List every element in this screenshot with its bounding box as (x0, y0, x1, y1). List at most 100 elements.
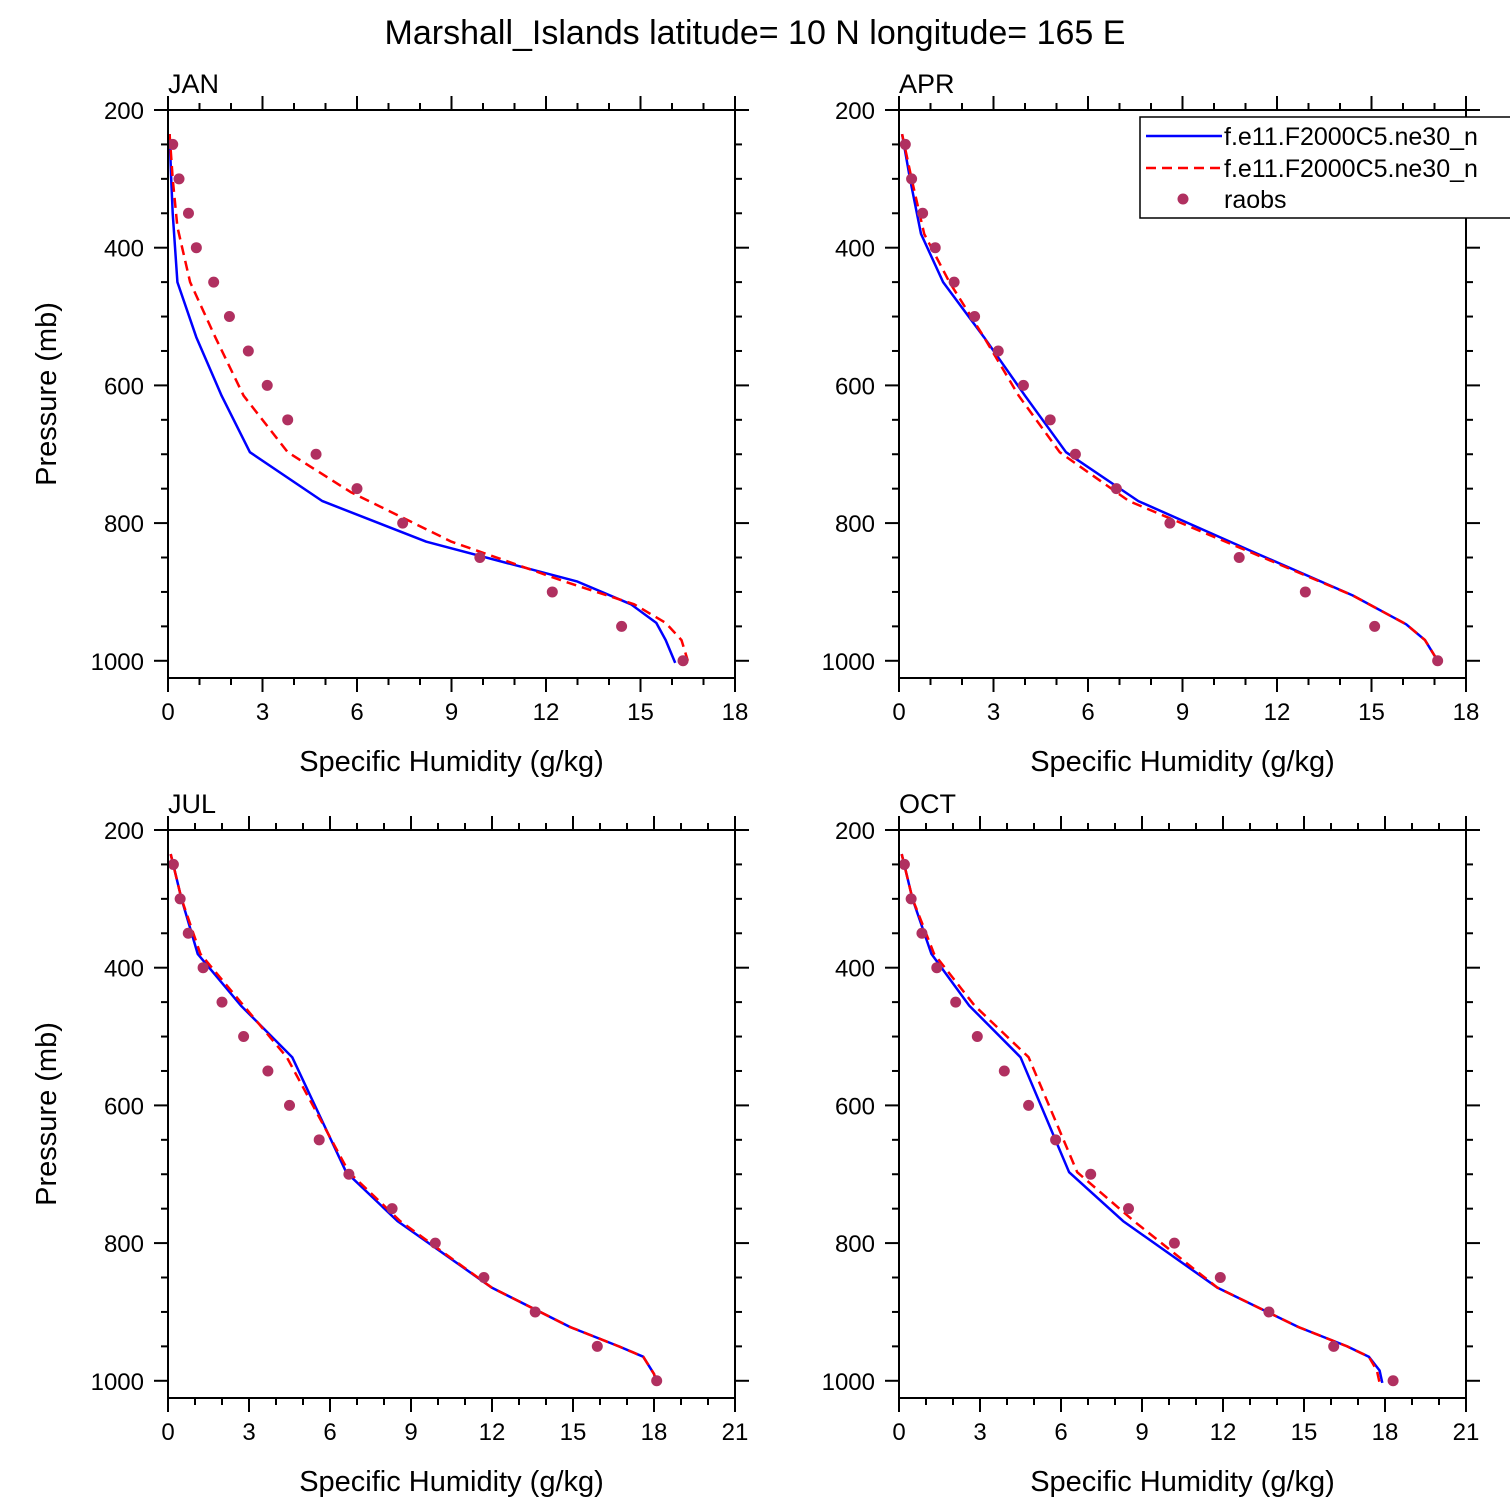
x-tick-label: 15 (1358, 699, 1385, 726)
raobs-point (1233, 552, 1245, 564)
x-tick-label: 6 (350, 699, 363, 726)
raobs-point (167, 138, 179, 150)
raobs-point (1263, 1306, 1275, 1318)
y-tick-label: 200 (104, 818, 144, 845)
raobs-point (190, 242, 202, 254)
x-tick-label: 15 (1291, 1419, 1318, 1446)
raobs-point (1214, 1272, 1226, 1284)
raobs-point (651, 1375, 663, 1387)
raobs-point (478, 1272, 490, 1284)
x-tick-label: 0 (892, 699, 905, 726)
raobs-point (1299, 586, 1311, 598)
panel-jul: 0 3 6 9 12 15 18 21 200 400 600 800 1000 JUL Specific … (31, 789, 749, 1498)
x-tick-label: 18 (641, 1419, 668, 1446)
x-axis-label: Specific Humidity (g/kg) (1030, 1466, 1335, 1498)
panel-title: JUL (168, 789, 216, 819)
raobs-point (950, 996, 962, 1008)
figure-title: Marshall_Islands latitude= 10 N longitud… (385, 14, 1126, 52)
panel-title: OCT (899, 789, 956, 819)
x-axis-label: Specific Humidity (g/kg) (299, 1466, 604, 1498)
raobs-point (969, 311, 981, 323)
x-tick-label: 0 (892, 1419, 905, 1446)
y-tick-label: 200 (104, 98, 144, 125)
raobs-point (992, 345, 1004, 357)
y-tick-label: 800 (104, 511, 144, 538)
y-tick-label: 800 (104, 1231, 144, 1258)
series-line-model-dashed (169, 853, 658, 1384)
raobs-point (429, 1237, 441, 1249)
x-tick-label: 9 (1135, 1419, 1148, 1446)
raobs-point (261, 379, 273, 391)
raobs-point (1168, 1237, 1180, 1249)
y-tick-label: 200 (835, 818, 875, 845)
raobs-point (899, 138, 911, 150)
x-tick-label: 21 (1453, 1419, 1480, 1446)
x-tick-label: 0 (161, 1419, 174, 1446)
raobs-point (1387, 1375, 1399, 1387)
raobs-point (971, 1031, 983, 1043)
raobs-point (948, 276, 960, 288)
y-tick-label: 400 (835, 236, 875, 263)
raobs-point (474, 552, 486, 564)
raobs-point (1110, 483, 1122, 495)
plot-frame (898, 829, 1467, 1399)
y-tick-label: 1000 (91, 1369, 144, 1396)
x-tick-label: 6 (323, 1419, 336, 1446)
raobs-point (223, 311, 235, 323)
x-tick-label: 3 (987, 699, 1000, 726)
series-line-model-dashed (168, 134, 689, 662)
raobs-point (262, 1065, 274, 1077)
legend-label-raobs: raobs (1224, 186, 1287, 214)
raobs-point (238, 1031, 250, 1043)
x-tick-label: 12 (533, 699, 560, 726)
legend-swatch-raobs (1177, 193, 1189, 205)
x-axis-label: Specific Humidity (g/kg) (1030, 746, 1335, 778)
y-tick-label: 200 (835, 98, 875, 125)
x-tick-label: 12 (479, 1419, 506, 1446)
series-line-model-solid (900, 133, 1439, 662)
legend: f.e11.F2000C5.ne30_n f.e11.F2000C5.ne30_… (1139, 116, 1510, 219)
raobs-point (216, 996, 228, 1008)
y-tick-label: 1000 (822, 649, 875, 676)
plot-frame (167, 829, 736, 1399)
raobs-point (906, 173, 918, 185)
x-tick-label: 3 (242, 1419, 255, 1446)
panel-title: APR (899, 69, 955, 99)
raobs-point (998, 1065, 1010, 1077)
x-tick-label: 0 (161, 699, 174, 726)
panel-oct: 0 3 6 9 12 15 18 21 200 400 600 800 1000 OCT Specific … (822, 789, 1480, 1498)
plot-frame (167, 109, 736, 679)
x-tick-label: 9 (404, 1419, 417, 1446)
y-tick-label: 600 (104, 1093, 144, 1120)
panel-apr: 0 3 6 9 12 15 18 200 400 600 800 1000 APR Specific Hu… (822, 69, 1480, 778)
raobs-point (167, 858, 179, 870)
raobs-point (397, 517, 409, 529)
legend-label-model1: f.e11.F2000C5.ne30_n (1224, 123, 1478, 151)
raobs-point (1369, 620, 1381, 632)
raobs-point (1044, 414, 1056, 426)
raobs-point (546, 586, 558, 598)
raobs-point (616, 620, 628, 632)
x-tick-label: 9 (445, 699, 458, 726)
x-tick-label: 18 (1372, 1419, 1399, 1446)
raobs-point (1123, 1203, 1134, 1215)
y-tick-label: 400 (104, 956, 144, 983)
raobs-point (916, 927, 928, 939)
raobs-point (677, 655, 689, 667)
raobs-point (351, 483, 363, 495)
x-axis-label: Specific Humidity (g/kg) (299, 746, 604, 778)
x-tick-label: 9 (1176, 699, 1189, 726)
y-tick-label: 1000 (91, 649, 144, 676)
raobs-point (1085, 1168, 1097, 1180)
y-tick-label: 600 (104, 373, 144, 400)
y-tick-label: 600 (835, 373, 875, 400)
y-axis-label: Pressure (mb) (31, 1022, 63, 1206)
series-line-model-dashed (900, 133, 1439, 662)
x-tick-label: 15 (560, 1419, 587, 1446)
y-axis-label: Pressure (mb) (31, 302, 63, 486)
y-tick-label: 800 (835, 1231, 875, 1258)
raobs-point (182, 927, 194, 939)
series-line-model-solid (900, 853, 1384, 1384)
x-tick-label: 6 (1081, 699, 1094, 726)
